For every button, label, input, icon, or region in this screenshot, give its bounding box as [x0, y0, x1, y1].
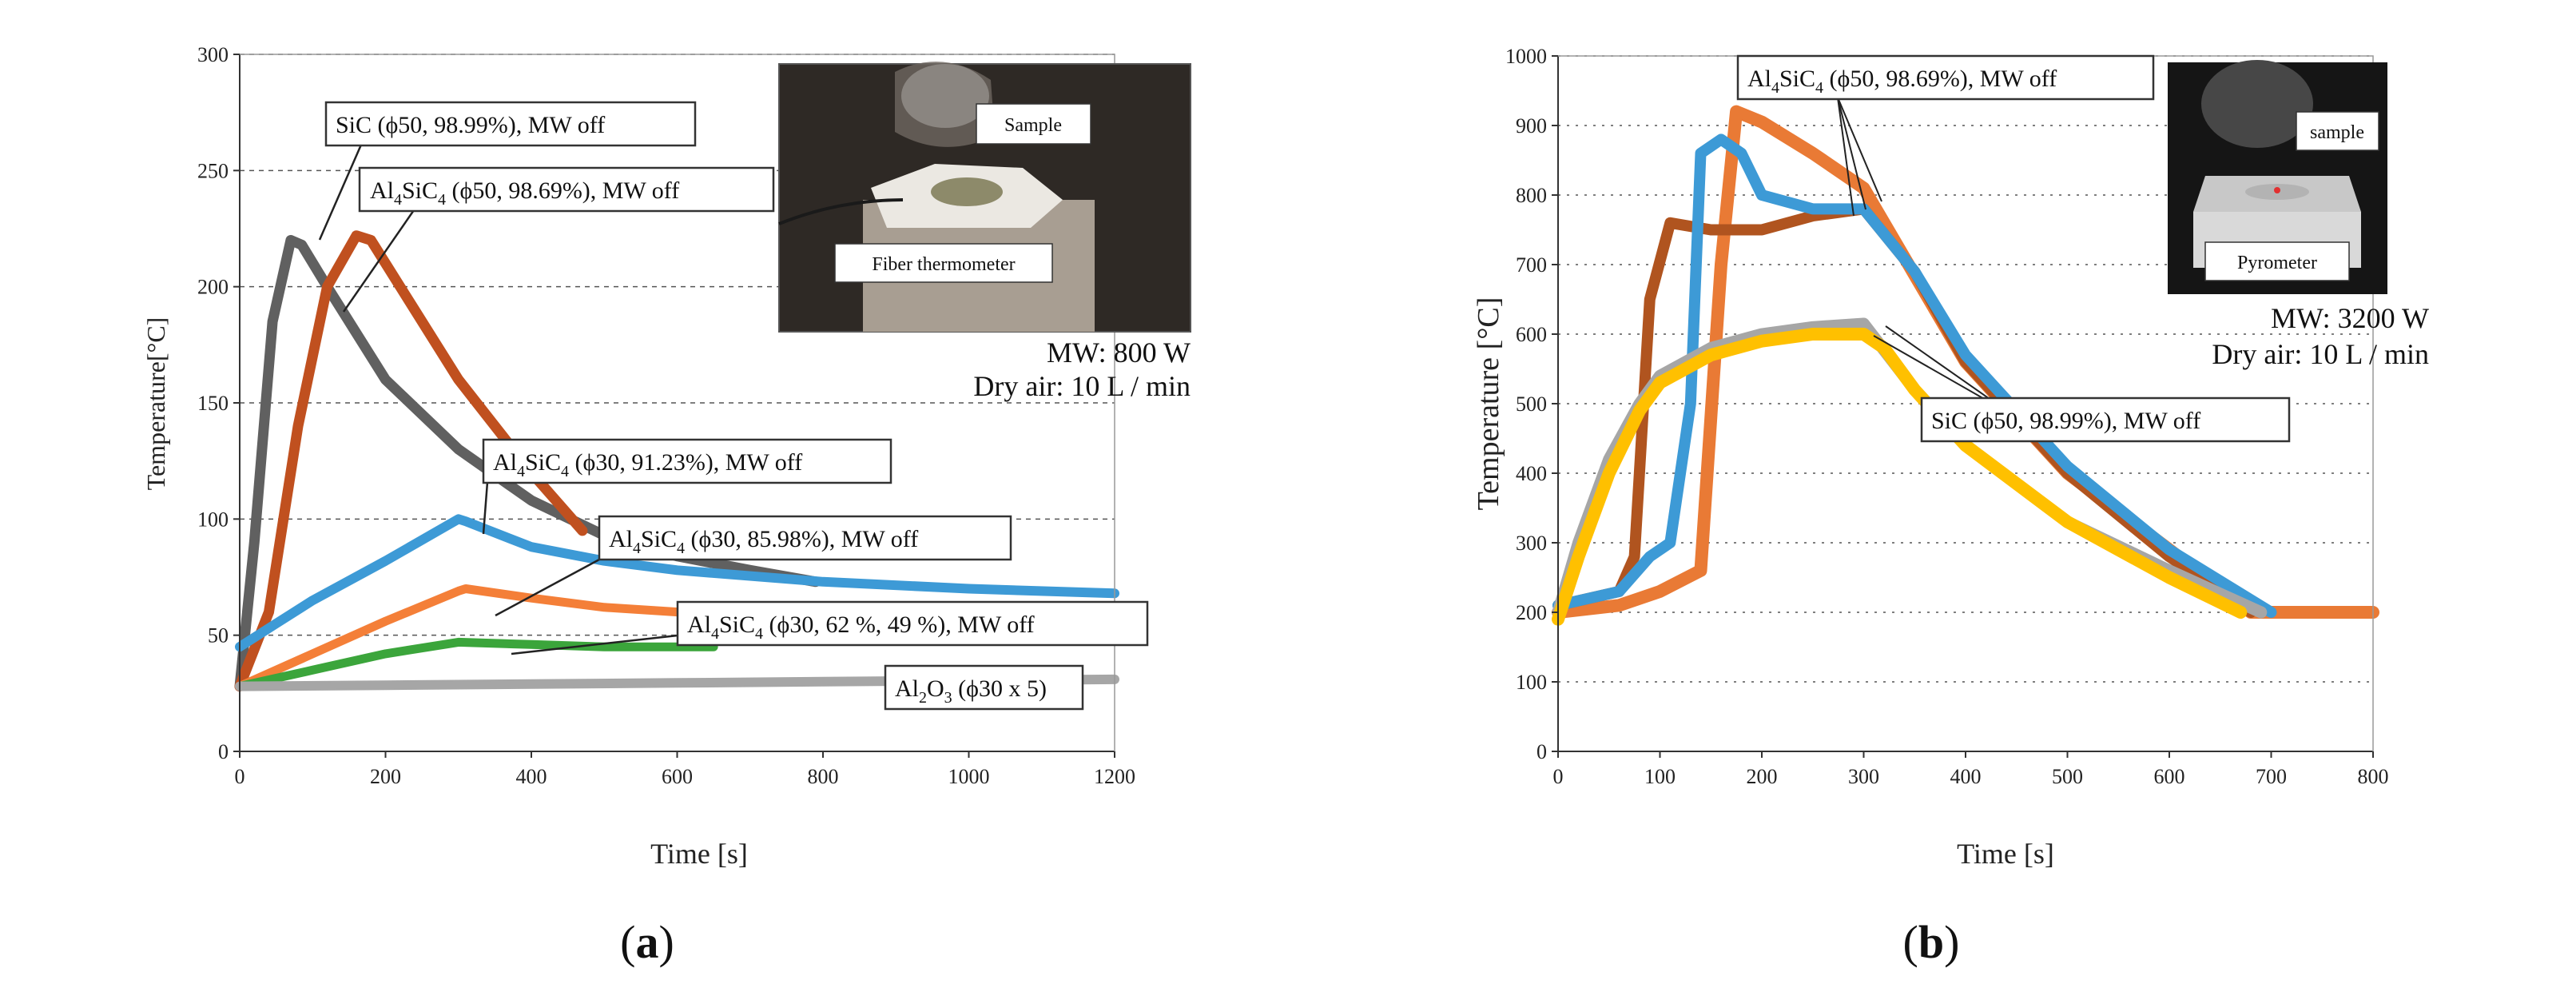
y-tick-label-b-400: 400 [1516, 462, 1547, 485]
y-tick-label-a-250: 250 [197, 159, 229, 182]
y-tick-label-b-500: 500 [1516, 392, 1547, 416]
x-tick-label-b-700: 700 [2256, 765, 2287, 788]
panel-b-photo-inset: sample Pyrometer [2168, 60, 2387, 294]
panel-b-tick-labels: 0 100 200 300 400 500 600 700 800 900 1000 0 100 200 3… [1505, 45, 2389, 788]
callout-leader-al4sic4-b-1 [1837, 97, 1882, 202]
x-tick-label-b-400: 400 [1950, 765, 1982, 788]
x-tick-label-a-1200: 1200 [1094, 765, 1135, 788]
x-tick-label-b-600: 600 [2154, 765, 2185, 788]
callout-al4sic4-91-a: Al4SiC4 (ϕ30, 91.23%), MW off [493, 449, 802, 480]
panel-b-dry-air: Dry air: 10 L / min [2212, 338, 2429, 370]
panel-b-series [1552, 105, 2379, 626]
x-tick-label-b-100: 100 [1644, 765, 1676, 788]
panel-b-label: (b) [1903, 916, 1960, 968]
y-tick-label-b-700: 700 [1516, 253, 1547, 277]
callout-box-sic-b [1920, 396, 2291, 443]
y-tick-label-a-0: 0 [218, 740, 229, 763]
callout-leader-al4sic4-86-a [495, 558, 600, 617]
x-tick-label-b-500: 500 [2052, 765, 2083, 788]
callout-leader-al4sic4-50-a [342, 207, 417, 313]
panel-b-y-axis-title: Temperature [°C] [1472, 297, 1505, 511]
panel-b-photo-label-sample: sample [2310, 122, 2364, 143]
x-tick-label-a-600: 600 [662, 765, 693, 788]
callout-box-al4sic4-b [1736, 54, 2155, 101]
x-tick-label-a-0: 0 [235, 765, 245, 788]
panel-a-label: (a) [620, 916, 674, 968]
callout-leader-sic-a [318, 144, 363, 241]
callout-leader-al4sic4-b-3 [1837, 97, 1854, 217]
callout-box-sic-a [324, 101, 697, 147]
y-tick-label-b-300: 300 [1516, 532, 1547, 555]
y-tick-label-b-0: 0 [1536, 740, 1547, 763]
callout-sic-a: SiC (ϕ50, 98.99%), MW off [336, 112, 605, 138]
panel-b-photo-label-pyrometer: Pyrometer [2237, 253, 2317, 273]
callout-al4sic4-b: Al4SiC4 (ϕ50, 98.69%), MW off [1747, 66, 2057, 97]
x-tick-label-a-400: 400 [516, 765, 547, 788]
callout-al4sic4-86-a: Al4SiC4 (ϕ30, 85.98%), MW off [609, 526, 918, 557]
y-tick-label-a-200: 200 [197, 276, 229, 299]
callout-box-al4sic4-62-a [676, 600, 1149, 647]
panel-b-mw-power: MW: 3200 W [2271, 302, 2429, 334]
callout-sic-b: SiC (ϕ50, 98.99%), MW off [1931, 408, 2200, 434]
y-tick-label-b-800: 800 [1516, 184, 1547, 207]
series-line-b-5 [1552, 328, 2248, 626]
plot-border-a [240, 54, 1115, 751]
panel-a-y-axis-title: Temperature[°C] [141, 317, 170, 491]
y-tick-label-a-150: 150 [197, 392, 229, 415]
x-tick-label-a-200: 200 [370, 765, 401, 788]
panel-a-x-axis-title: Time [s] [650, 838, 748, 870]
y-tick-label-a-300: 300 [197, 43, 229, 66]
callout-box-al2o3-a [884, 664, 1084, 711]
y-tick-label-b-600: 600 [1516, 323, 1547, 346]
series-line-a-4 [235, 584, 718, 691]
callout-leader-al4sic4-91-a [482, 481, 489, 535]
panel-a-photo-inset: Sample Fiber thermometer [778, 62, 1191, 333]
y-tick-label-a-50: 50 [208, 624, 229, 647]
callout-box-al4sic4-86-a [598, 515, 1012, 561]
series-line-a-5 [235, 637, 718, 691]
callout-al2o3-a: Al2O3 (ϕ30 x 5) [895, 675, 1047, 707]
panel-a-tick-labels: 0 50 100 150 200 250 300 0 200 400 600 800 1000 1200 [197, 43, 1135, 788]
series-line-a-3 [235, 514, 1119, 652]
x-tick-label-b-200: 200 [1747, 765, 1778, 788]
x-tick-label-a-1000: 1000 [948, 765, 990, 788]
panel-b-chart: 0 100 200 300 400 500 600 700 800 900 1000 0 100 200 3… [1472, 45, 2429, 968]
callout-al4sic4-62-a: Al4SiC4 (ϕ30, 62 %, 49 %), MW off [687, 612, 1035, 643]
panel-a-dry-air: Dry air: 10 L / min [973, 370, 1191, 402]
callout-box-al4sic4-50-a [358, 166, 775, 213]
axis-frame-b [1557, 56, 2373, 752]
y-tick-label-b-900: 900 [1516, 114, 1547, 137]
callout-al4sic4-50-a: Al4SiC4 (ϕ50, 98.69%), MW off [370, 177, 679, 209]
callout-box-al4sic4-91-a [482, 438, 892, 484]
x-tick-label-a-800: 800 [808, 765, 839, 788]
y-tick-label-b-100: 100 [1516, 671, 1547, 694]
panel-b-x-axis-title: Time [s] [1957, 838, 2054, 870]
y-tick-label-b-1000: 1000 [1505, 45, 1547, 68]
series-line-a-2 [234, 230, 588, 692]
callout-leader-al4sic4-b-2 [1837, 97, 1866, 210]
x-tick-label-b-800: 800 [2358, 765, 2389, 788]
x-tick-label-b-300: 300 [1848, 765, 1879, 788]
callout-leader-al4sic4-62-a [511, 634, 678, 655]
panel-a-mw-power: MW: 800 W [1047, 337, 1191, 369]
axis-frame-a [239, 54, 1115, 752]
x-tick-label-b-0: 0 [1553, 765, 1564, 788]
panel-a-photo-label-thermometer: Fiber thermometer [872, 254, 1015, 275]
y-tick-label-b-200: 200 [1516, 601, 1547, 624]
y-tick-label-a-100: 100 [197, 508, 229, 531]
panel-a-axes [233, 54, 1115, 758]
panel-a-photo-label-sample: Sample [1004, 115, 1062, 136]
